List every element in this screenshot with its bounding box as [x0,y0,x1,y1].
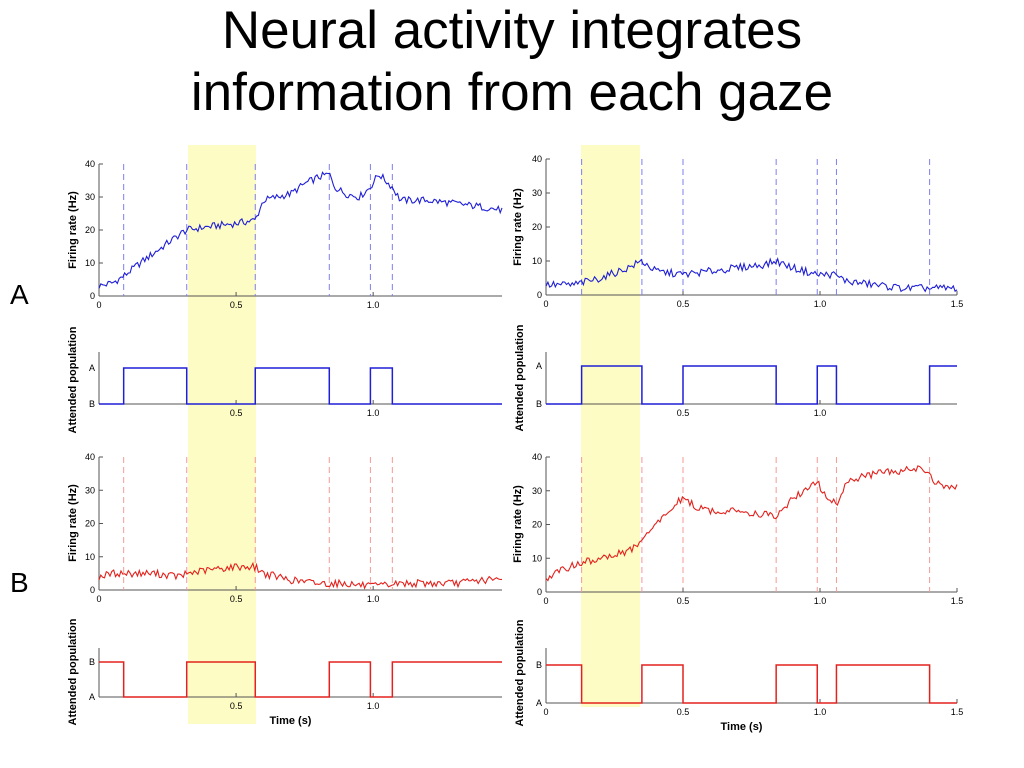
firing-rate-line [98,171,503,289]
x-tick-label: 0 [96,594,101,604]
y-tick-label: 30 [85,192,95,202]
highlight-band [188,145,256,724]
x-tick-label: 1.0 [814,299,827,309]
chart-A-right-attended: A B 0.5 1.0 Attended population [514,324,957,431]
title-line-1: Neural activity integrates [221,1,803,60]
y-tick-label: 0 [90,291,95,301]
x-tick-label: 0 [96,300,101,310]
panel-label-b: B [10,567,29,598]
slide-title: Neural activity integrates information f… [0,0,1024,124]
plots-group: 0 10 20 30 40 0 0.5 1.0 Firing rate (Hz) 0 10 20 30 4… [67,145,963,733]
x-tick-label: 1.0 [814,596,827,606]
panel-label-a: A [10,279,29,310]
x-tick-label: 1.5 [951,299,964,309]
y-axis-label: Firing rate (Hz) [512,485,524,563]
x-axis-label: Time (s) [721,721,763,733]
x-tick-label: 1.0 [367,701,380,711]
x-axis-label: Time (s) [270,715,312,727]
x-tick-label: 0 [543,707,548,717]
x-tick-label: 0.5 [677,596,690,606]
y-axis-label: Attended population [67,326,79,433]
y-tick-label: 30 [532,188,542,198]
y-axis-label: Attended population [514,619,526,726]
y-axis-label: Firing rate (Hz) [67,484,79,562]
attended-step-line [99,367,502,405]
y-tick-label: 30 [85,485,95,495]
x-tick-label: 0.5 [230,594,243,604]
y-tick-label: 20 [532,222,542,232]
x-tick-label: 1.5 [951,596,964,606]
x-tick-label: 0.5 [677,707,690,717]
firing-rate-line [545,257,958,293]
x-tick-label: 1.0 [367,594,380,604]
chart-B-right-attended: B A0 0.5 1.0 1.5 Attended population Time (s) [514,619,963,733]
x-tick-label: 0.5 [677,299,690,309]
chart-A-left-firing: 0 10 20 30 40 0 0.5 1.0 Firing rate (Hz) [67,159,503,310]
y-axis-label: Firing rate (Hz) [512,188,524,266]
y-tick-label: 40 [532,154,542,164]
chart-A-right-firing: 0 10 20 30 40 0 0.5 1.0 1.5 Firing rate (Hz) [512,154,963,309]
y-tick-label: 40 [85,452,95,462]
chart-A-left-attended: A B 0.5 1.0 Attended population [67,326,502,433]
y-tick-label: 20 [532,520,542,530]
y-tick-label: 10 [532,553,542,563]
title-line-2: information from each gaze [190,63,834,122]
level-label-top: B [89,657,95,667]
firing-rate-line [98,561,503,590]
x-tick-label: 0.5 [230,300,243,310]
level-label-bottom: B [536,399,542,409]
highlight-band [581,145,640,707]
x-tick-label: 0.5 [230,701,243,711]
x-tick-label: 1.5 [951,707,964,717]
x-tick-label: 1.0 [367,300,380,310]
y-tick-label: 20 [85,225,95,235]
y-axis-label: Attended population [514,324,526,431]
x-tick-label: 0.5 [230,408,243,418]
chart-B-left-attended: B A 0.5 1.0 Attended population Time (s) [67,618,502,727]
y-axis-label: Firing rate (Hz) [67,191,79,269]
y-tick-label: 20 [85,519,95,529]
y-tick-label: 10 [85,552,95,562]
level-label-top: A [89,363,95,373]
firing-rate-line [545,465,958,582]
x-tick-label: 0.5 [677,408,690,418]
x-tick-label: 0 [543,596,548,606]
x-tick-label: 1.0 [367,408,380,418]
y-tick-label: 0 [537,290,542,300]
x-tick-label: 1.0 [814,707,827,717]
y-tick-label: 40 [532,452,542,462]
chart-B-right-firing: 0 10 20 30 40 0 0.5 1.0 1.5 Firing rate (Hz) [512,452,963,606]
level-label-top: A [536,361,542,371]
y-tick-label: 10 [532,256,542,266]
attended-step-line [546,664,957,704]
chart-B-left-firing: 0 10 20 30 40 0 0.5 1.0 Firing rate (Hz) [67,452,503,604]
y-tick-label: 10 [85,258,95,268]
attended-step-line [546,365,957,405]
level-label-top: B [536,660,542,670]
attended-step-line [99,661,502,698]
level-label-bottom: B [89,399,95,409]
y-tick-label: 0 [90,585,95,595]
level-label-bottom: A [89,692,95,702]
level-label-bottom: A [536,698,542,708]
y-tick-label: 0 [537,587,542,597]
y-axis-label: Attended population [67,618,79,725]
y-tick-label: 30 [532,486,542,496]
x-tick-label: 0 [543,299,548,309]
y-tick-label: 40 [85,159,95,169]
x-tick-label: 1.0 [814,408,827,418]
